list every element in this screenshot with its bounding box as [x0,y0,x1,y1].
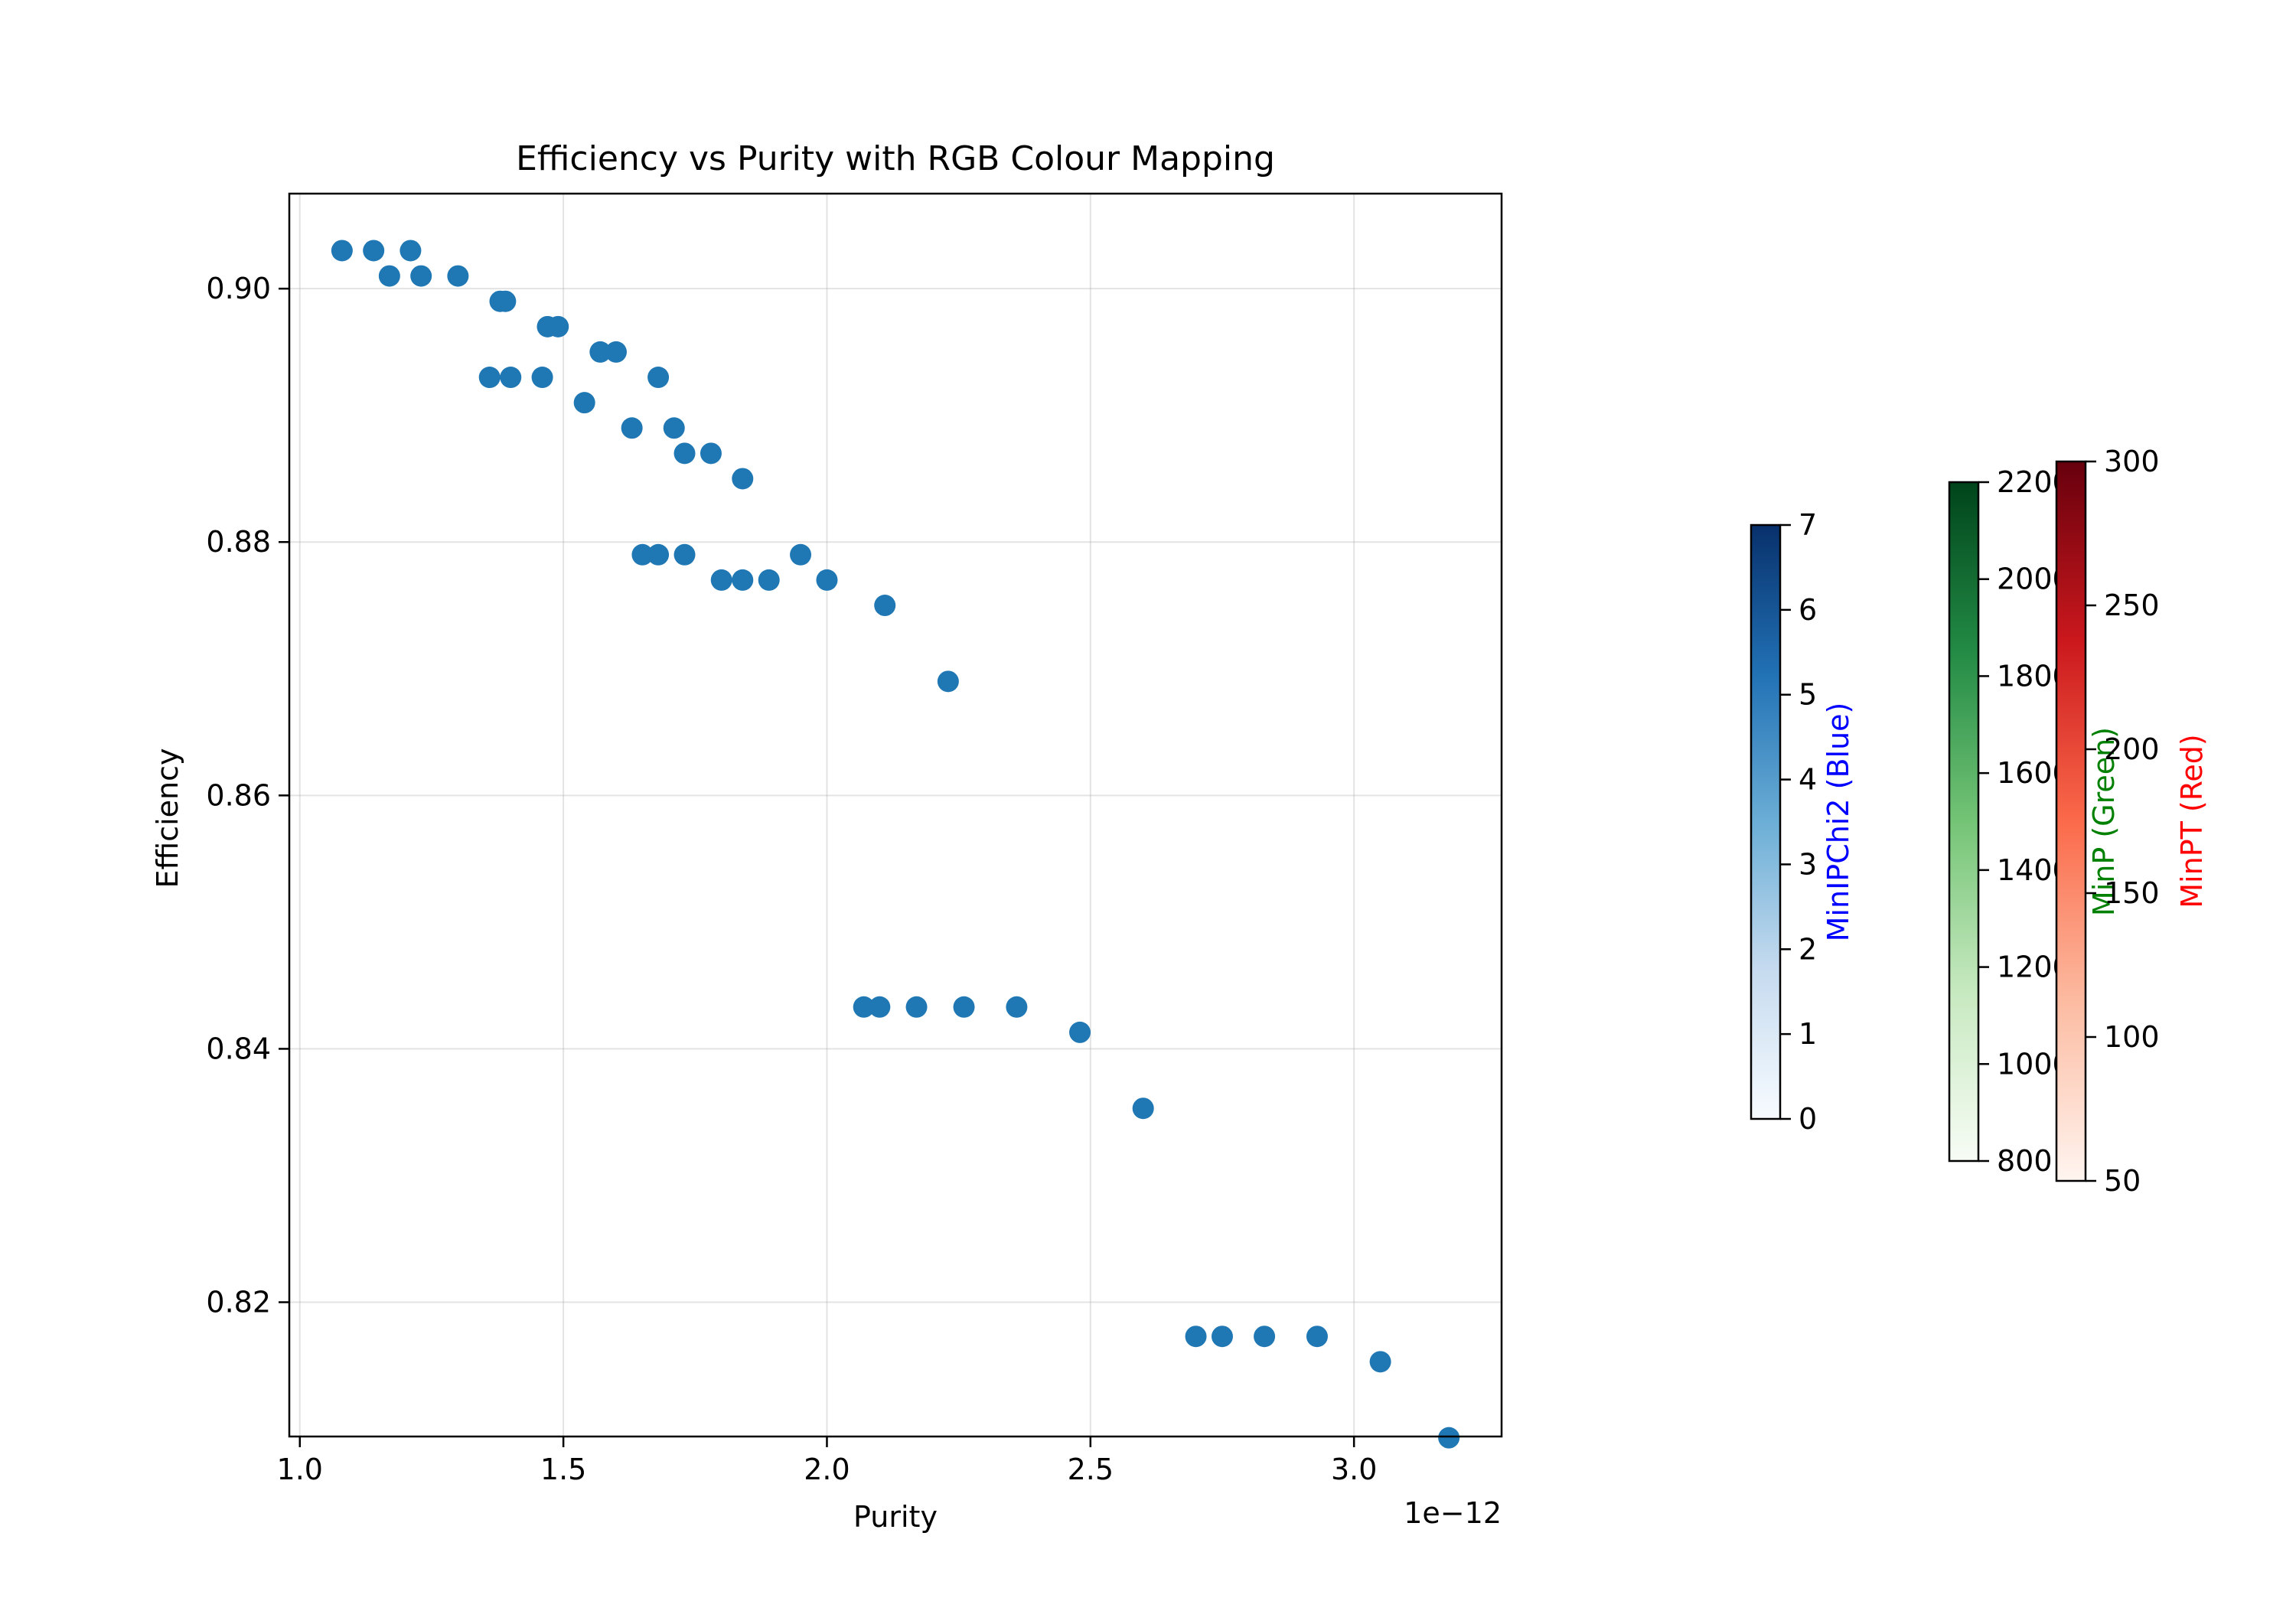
colorbar-fill [2056,461,2086,1181]
colorbar-tick-label: 800 [1997,1144,2053,1178]
data-point [732,569,754,591]
data-point [732,468,754,490]
colorbar-tick-label: 200 [2104,732,2160,766]
x-tick-label: 1.5 [540,1453,586,1486]
colorbar-tick-label: 150 [2104,876,2160,910]
data-point [547,315,569,338]
plot-area-frame [288,192,1503,1438]
data-point [816,569,838,591]
colorbar-tick-label: 7 [1799,508,1817,542]
colorbar-tick-label: 5 [1799,678,1817,712]
data-point [853,996,875,1018]
colorbar-tick-label: 6 [1799,593,1817,627]
colorbar-minipchi2: 0 1 2 3 4 5 6 7 MinIPChi2 (Blue) [1750,508,1855,1136]
x-tick-label: 1.0 [277,1453,323,1486]
data-point [378,265,400,287]
y-tick-label: 0.84 [206,1032,271,1065]
x-axis: 1.0 1.5 2.0 2.5 3.0 [277,1437,1377,1486]
data-point [1306,1326,1328,1348]
colorbar-tick-label: 3 [1799,847,1817,881]
data-point [700,442,722,465]
data-point [663,417,685,439]
colorbar-fill [1751,525,1780,1119]
colorbar-tick-label: 1 [1799,1017,1817,1051]
data-point [573,392,595,414]
y-tick-label: 0.88 [206,525,271,559]
data-point [953,996,975,1018]
data-point [605,341,627,363]
data-point [1438,1427,1460,1449]
colorbar-label: MinPT (Red) [2175,734,2209,908]
colorbar-minpt: 50 100 150 200 250 300 MinPT (Red) [2055,445,2209,1198]
colorbar-frame [1948,481,1980,1163]
data-point [410,265,432,287]
x-tick-label: 2.0 [804,1453,850,1486]
data-point [1132,1097,1154,1120]
data-point [673,543,696,566]
data-point [869,996,891,1018]
data-point [531,367,553,389]
data-point [1185,1326,1207,1348]
chart-title: Efficiency vs Purity with RGB Colour Map… [516,139,1275,178]
data-point [500,367,522,389]
colorbar-tick-label: 300 [2104,445,2160,478]
colorbar-tick-label: 50 [2104,1164,2141,1198]
data-point [621,417,643,439]
data-point [937,670,959,693]
y-axis-label: Efficiency [151,748,184,888]
data-point [363,240,385,262]
x-axis-label: Purity [853,1500,938,1534]
y-tick-label: 0.90 [206,272,271,305]
data-point [331,240,353,262]
data-point [494,290,517,312]
colorbar-tick-label: 4 [1799,763,1817,797]
colorbar-label: MinIPChi2 (Blue) [1821,703,1855,942]
data-point [1211,1326,1233,1348]
data-point [1069,1021,1091,1043]
y-axis: 0.82 0.84 0.86 0.88 0.90 [206,272,289,1319]
data-point [710,569,732,591]
colorbar-fill [1949,482,1978,1161]
y-tick-label: 0.82 [206,1286,271,1319]
colorbar-tick-label: 2 [1799,932,1817,966]
colorbar-tick-label: 100 [2104,1020,2160,1054]
data-point [400,240,422,262]
data-point [631,543,654,566]
data-point [673,442,696,465]
x-axis-offset-label: 1e−12 [1404,1496,1502,1530]
data-point [1006,996,1028,1018]
data-point [1254,1326,1276,1348]
colorbar-tick-label: 0 [1799,1102,1817,1136]
colorbar-tick-label: 250 [2104,589,2160,622]
data-point [790,543,812,566]
x-tick-label: 2.5 [1068,1453,1114,1486]
data-point [447,265,469,287]
data-point [647,543,670,566]
data-point [478,367,501,389]
data-point [1369,1351,1391,1373]
data-point [874,595,896,617]
data-point [589,341,612,363]
colorbar-frame [2055,460,2087,1182]
y-tick-label: 0.86 [206,778,271,812]
colorbar-frame [1750,523,1782,1120]
data-point [758,569,780,591]
colorbar-label: MinP (Green) [2087,727,2121,916]
x-tick-label: 3.0 [1331,1453,1377,1486]
grid-lines [289,194,1502,1437]
data-point [905,996,928,1018]
scatter-points [331,240,1460,1449]
data-point [647,367,670,389]
